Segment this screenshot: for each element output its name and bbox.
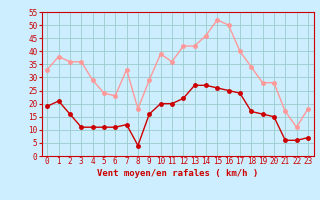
X-axis label: Vent moyen/en rafales ( km/h ): Vent moyen/en rafales ( km/h ) — [97, 169, 258, 178]
